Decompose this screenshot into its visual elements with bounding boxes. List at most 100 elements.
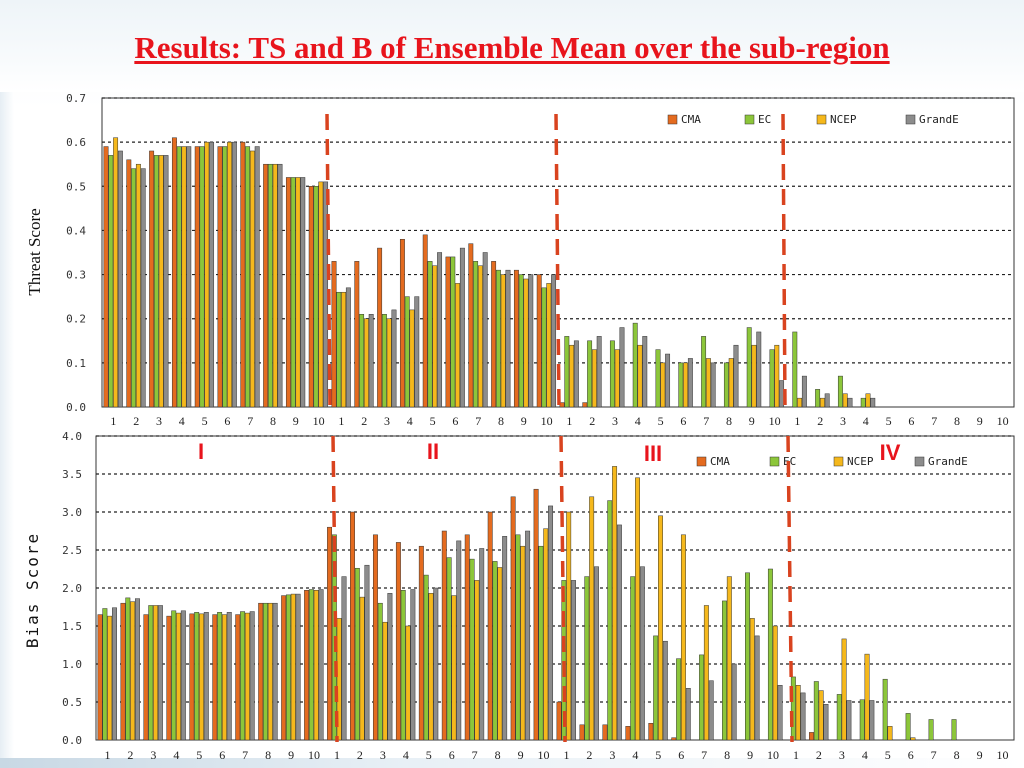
y-tick-label: 2.0 <box>62 582 82 595</box>
bar-ncep <box>382 621 388 741</box>
bar-ncep <box>795 685 801 741</box>
x-tick-label: 9 <box>747 748 753 762</box>
x-tick-label: 9 <box>521 414 527 428</box>
bar-ec <box>290 177 296 408</box>
bar-cma <box>149 150 155 408</box>
bar-ncep <box>477 265 483 408</box>
region-divider-line <box>786 435 794 743</box>
bar-ec <box>699 654 705 741</box>
bar-grande <box>846 700 852 741</box>
y-tick-label: 2.5 <box>62 544 82 557</box>
bar-grande <box>777 685 783 741</box>
x-tick-label: 4 <box>407 414 413 428</box>
x-tick-label: 4 <box>862 748 868 762</box>
bar-ncep <box>864 653 870 741</box>
bar-ncep <box>497 567 503 741</box>
bar-cma <box>395 542 401 741</box>
x-tick-label: 2 <box>586 748 592 762</box>
bar-ec <box>148 605 154 741</box>
y-tick-label: 0.2 <box>66 313 86 326</box>
x-tick-label: 5 <box>426 748 432 762</box>
bar-grande <box>847 397 853 408</box>
bar-ncep <box>591 349 597 408</box>
x-tick-label: 8 <box>265 748 271 762</box>
bar-ec <box>584 576 590 741</box>
bar-ec <box>427 261 433 408</box>
y-tick-label: 3.5 <box>62 468 82 481</box>
bar-cma <box>445 256 451 408</box>
x-tick-label: 6 <box>449 748 455 762</box>
bar-grande <box>619 327 625 408</box>
bar-cma <box>166 615 172 741</box>
bar-grande <box>525 530 531 741</box>
bar-ncep <box>546 283 552 408</box>
x-tick-label: 1 <box>334 748 340 762</box>
bar-grande <box>277 163 283 408</box>
bar-ncep <box>797 397 803 408</box>
x-tick-label: 5 <box>202 414 208 428</box>
bar-cma <box>354 261 360 408</box>
legend-label-grande: GrandE <box>919 113 959 126</box>
y-tick-label: 0.1 <box>66 357 86 370</box>
legend-swatch-grande <box>914 456 925 467</box>
bar-grande <box>642 336 648 408</box>
x-tick-label: 9 <box>749 414 755 428</box>
bar-grande <box>410 589 416 741</box>
x-tick-label: 2 <box>817 414 823 428</box>
x-tick-label: 8 <box>954 748 960 762</box>
bar-ncep <box>500 274 506 408</box>
x-tick-label: 1 <box>794 414 800 428</box>
bar-cma <box>533 488 539 741</box>
bar-ec <box>308 589 314 741</box>
bar-ncep <box>474 580 480 741</box>
bar-ncep <box>703 605 709 741</box>
threat-score-chart: 0.0 0.1 0.2 0.3 0.4 0.5 0.6 0.7 Threat Score 1 2 3 4… <box>25 92 1015 428</box>
x-tick-label: 4 <box>635 414 641 428</box>
bar-ec <box>450 256 456 408</box>
y-tick-label: 4.0 <box>62 430 82 443</box>
bar-ncep <box>290 593 296 741</box>
x-tick-label: 9 <box>518 748 524 762</box>
bar-cma <box>536 274 542 408</box>
bar-ncep <box>819 397 825 408</box>
bar-grande <box>345 287 351 408</box>
x-tick-label: 9 <box>293 414 299 428</box>
bar-grande <box>869 700 875 741</box>
bar-cma <box>464 534 470 741</box>
x-tick-label: 10 <box>538 748 550 762</box>
x-tick-label: 2 <box>361 414 367 428</box>
y-tick-label: 0.6 <box>66 136 86 149</box>
legend-label-ncep: NCEP <box>830 113 857 126</box>
bar-grande <box>300 177 306 408</box>
bar-grande <box>870 397 876 408</box>
legend-label-cma: CMA <box>681 113 701 126</box>
bar-cma <box>625 726 631 741</box>
x-tick-label: 2 <box>816 748 822 762</box>
x-tick-label: 5 <box>885 748 891 762</box>
x-tick-label: 1 <box>110 414 116 428</box>
bar-grande <box>573 340 579 408</box>
bar-ec <box>837 375 843 408</box>
bar-cma <box>126 159 132 408</box>
bar-ec <box>701 336 707 408</box>
x-tick-label: 8 <box>954 414 960 428</box>
bar-grande <box>708 680 714 741</box>
x-tick-label: 5 <box>655 748 661 762</box>
bar-cma <box>258 602 264 741</box>
bar-ncep <box>841 638 847 741</box>
bar-ec <box>882 678 888 741</box>
region-label: III <box>644 441 662 466</box>
x-tick-label: 3 <box>609 748 615 762</box>
y-tick-label: 1.0 <box>62 658 82 671</box>
bar-ec <box>171 610 177 741</box>
bar-grande <box>571 580 576 741</box>
region-label: I <box>198 439 204 464</box>
x-tick-label: 10 <box>541 414 553 428</box>
x-tick-label: 5 <box>430 414 436 428</box>
x-tick-label: 6 <box>219 748 225 762</box>
bar-ec <box>655 349 661 408</box>
bar-ec <box>678 362 684 408</box>
bar-ec <box>176 146 182 408</box>
x-tick-label: 3 <box>380 748 386 762</box>
bar-ncep <box>135 163 141 408</box>
